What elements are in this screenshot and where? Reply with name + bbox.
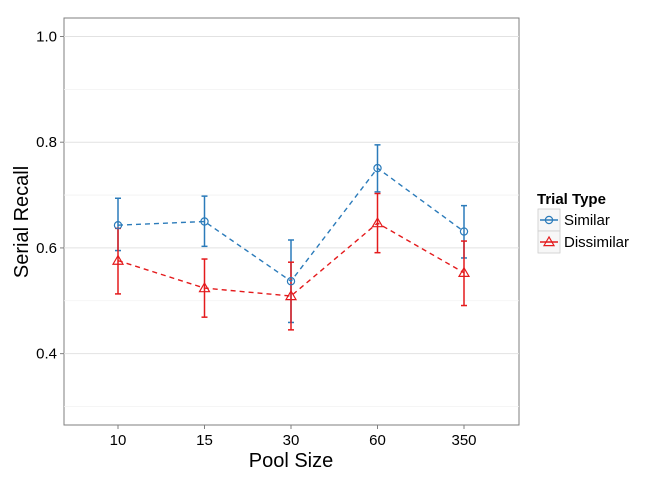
data-point-dissimilar: [371, 216, 384, 228]
data-point-dissimilar: [111, 254, 125, 265]
x-axis-title: Pool Size: [249, 450, 334, 472]
legend-label-similar: Similar: [564, 212, 610, 229]
data-point-similar: [459, 227, 469, 236]
data-point-similar: [286, 277, 296, 286]
legend-title: Trial Type: [537, 191, 606, 208]
plot-panel: [63, 17, 520, 426]
y-tick-label: 0.6: [36, 240, 57, 257]
axes: 0.4 0.6 0.8 1.0 10 15 30 60 350: [36, 29, 476, 450]
legend: Trial Type Similar Dissimilar: [537, 191, 629, 254]
data-point-similar: [113, 220, 123, 230]
x-tick-label: 10: [110, 432, 127, 449]
x-tick-label: 350: [451, 432, 476, 449]
y-axis-title: Serial Recall: [11, 166, 33, 278]
data-point-similar: [200, 217, 209, 226]
y-tick-label: 0.8: [36, 134, 57, 151]
data-point-similar: [373, 163, 382, 173]
data-points: [111, 163, 471, 301]
y-tick-label: 0.4: [36, 346, 57, 363]
series-lines: [117, 167, 465, 297]
legend-items: Similar Dissimilar: [537, 208, 629, 254]
data-point-dissimilar: [284, 289, 298, 301]
x-tick-label: 60: [369, 432, 386, 449]
series-line-similar: [117, 167, 465, 283]
legend-label-dissimilar: Dissimilar: [564, 234, 629, 251]
legend-key-marker: [542, 235, 556, 247]
y-tick-label: 1.0: [36, 29, 57, 46]
x-tick-label: 15: [196, 432, 213, 449]
series-line-dissimilar: [117, 222, 465, 297]
data-point-dissimilar: [457, 266, 471, 277]
data-point-dissimilar: [198, 281, 211, 293]
legend-key-marker: [544, 215, 554, 225]
x-tick-label: 30: [283, 432, 300, 449]
